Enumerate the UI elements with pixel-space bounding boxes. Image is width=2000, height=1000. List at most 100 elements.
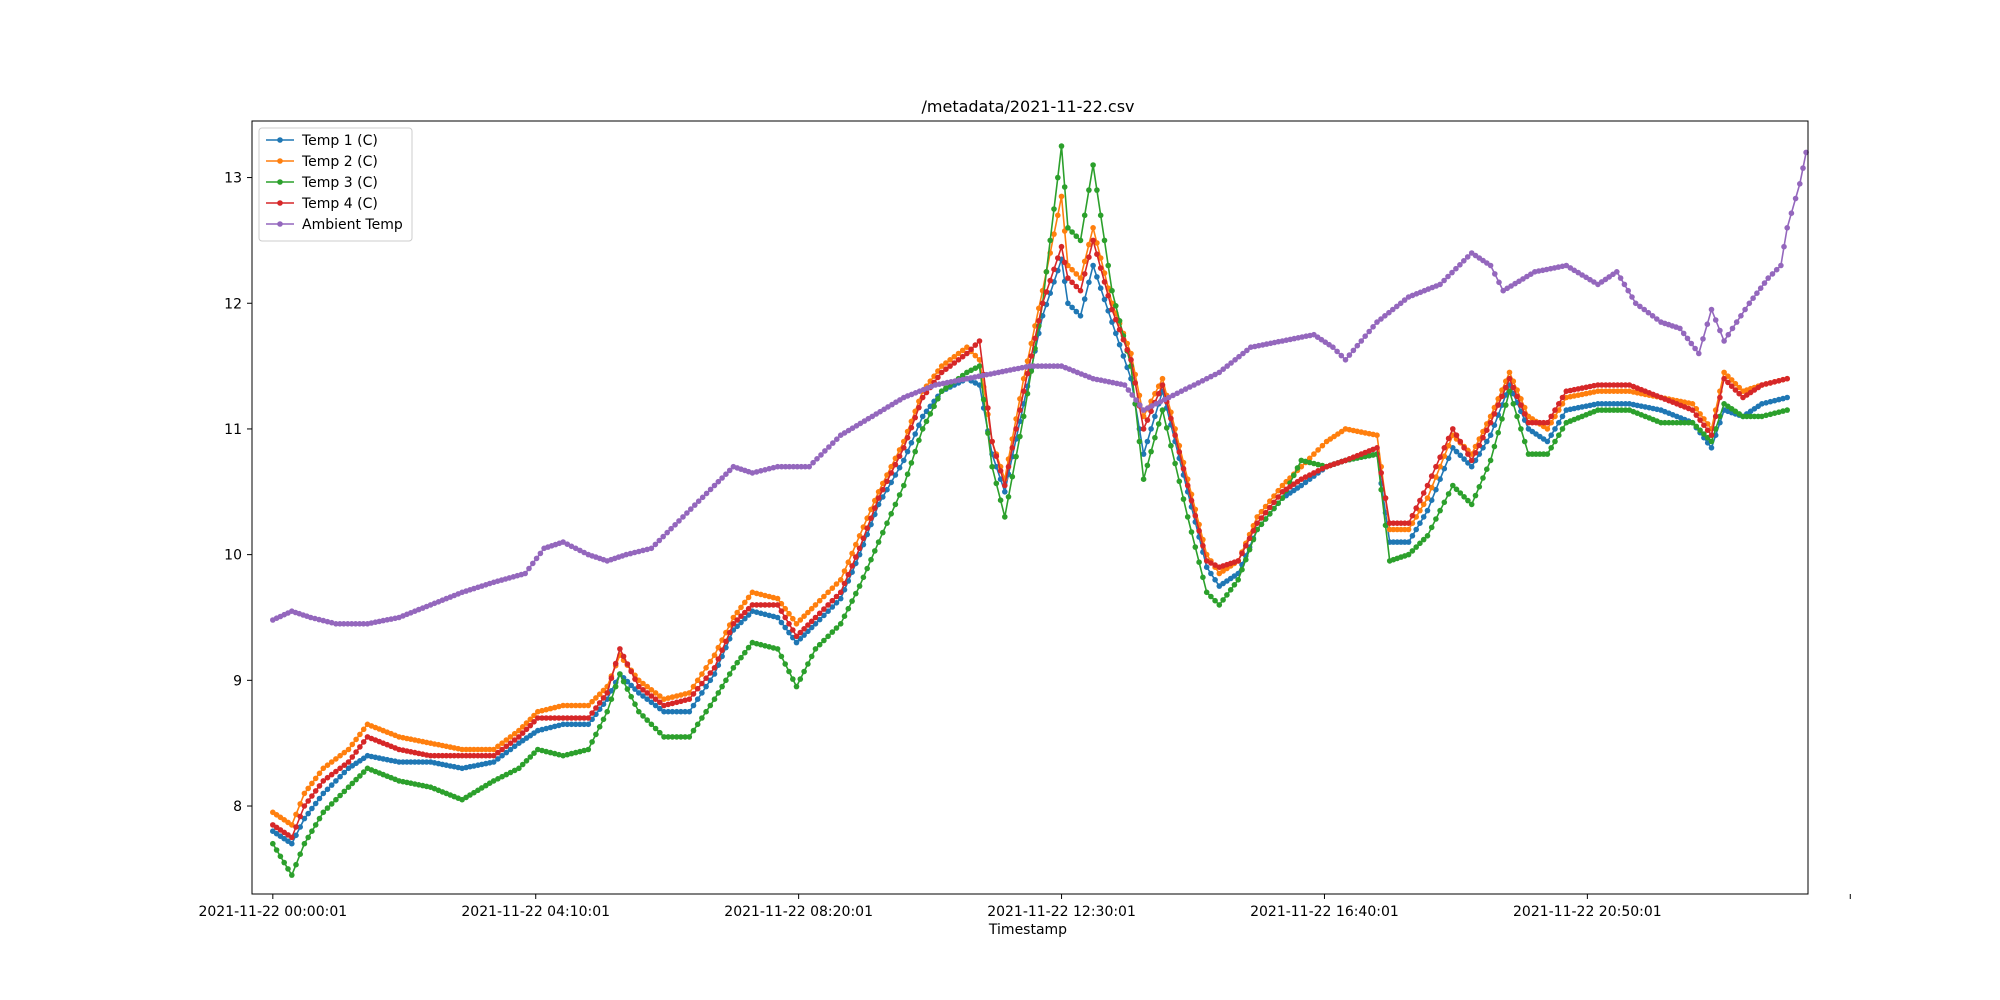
data-point <box>808 605 815 612</box>
data-point <box>1685 419 1692 426</box>
data-point <box>305 798 312 804</box>
data-point <box>875 495 882 501</box>
legend-marker <box>277 200 283 206</box>
data-point <box>875 539 882 545</box>
data-point <box>404 759 410 765</box>
data-point <box>872 548 878 554</box>
data-point <box>896 464 903 471</box>
data-point <box>1051 206 1057 212</box>
data-point <box>341 621 347 627</box>
data-point <box>912 448 918 455</box>
data-point <box>1610 407 1617 413</box>
data-point <box>778 619 785 626</box>
data-point <box>1514 413 1520 420</box>
data-point <box>1124 347 1130 353</box>
data-point <box>742 649 748 656</box>
data-point <box>516 765 522 772</box>
data-point <box>938 369 945 376</box>
data-point <box>790 676 796 682</box>
data-point <box>672 522 678 528</box>
data-point <box>993 453 1000 460</box>
data-point <box>801 613 807 619</box>
data-point <box>916 437 922 444</box>
data-point <box>825 633 831 640</box>
data-point <box>547 705 554 712</box>
data-point <box>1464 254 1471 260</box>
data-point <box>798 463 805 470</box>
data-point <box>628 668 634 675</box>
data-point <box>1020 388 1027 395</box>
data-point <box>1472 492 1479 499</box>
data-point <box>1153 401 1159 407</box>
data-point <box>1086 187 1092 193</box>
data-point <box>1262 509 1269 516</box>
data-point <box>1013 426 1019 432</box>
data-point <box>1262 516 1269 522</box>
data-point <box>1680 330 1687 337</box>
data-point <box>1614 269 1620 275</box>
data-point <box>1420 501 1427 508</box>
data-point <box>1492 271 1498 277</box>
data-point <box>1097 285 1104 292</box>
data-point <box>919 426 926 432</box>
data-point <box>1800 165 1806 171</box>
data-point <box>707 486 714 493</box>
y-tick-label: 9 <box>233 673 242 689</box>
data-point <box>305 834 312 841</box>
data-point <box>1548 413 1554 420</box>
data-point <box>1065 275 1071 281</box>
data-point <box>669 734 676 740</box>
data-point <box>297 851 304 857</box>
data-point <box>1761 280 1768 286</box>
data-point <box>628 682 634 689</box>
data-point <box>443 752 450 759</box>
data-point <box>901 457 907 464</box>
data-point <box>1552 426 1558 432</box>
data-point <box>341 749 348 756</box>
data-point <box>1499 416 1505 422</box>
y-tick-label: 8 <box>233 799 242 815</box>
data-point <box>600 716 607 723</box>
data-point <box>730 621 737 627</box>
data-point <box>1216 602 1223 608</box>
data-point <box>1428 497 1435 504</box>
data-point <box>632 676 638 682</box>
data-point <box>1203 564 1210 570</box>
data-point <box>1465 497 1471 504</box>
data-point <box>919 413 926 420</box>
data-point <box>1409 512 1416 519</box>
x-tick-label: 2021-11-22 12:30:01 <box>987 904 1136 920</box>
data-point <box>951 360 958 366</box>
data-point <box>786 668 792 675</box>
data-point <box>543 706 549 713</box>
data-point <box>539 707 545 714</box>
data-point <box>1461 445 1467 451</box>
data-point <box>690 691 697 697</box>
plot-frame <box>251 120 1809 895</box>
data-point <box>400 759 406 765</box>
data-point <box>1330 344 1336 351</box>
data-point <box>1625 287 1631 294</box>
data-point <box>1035 363 1041 369</box>
data-point <box>774 595 781 602</box>
data-point <box>758 468 764 474</box>
data-point <box>1128 357 1134 363</box>
data-point <box>301 815 308 822</box>
data-point <box>328 782 335 788</box>
data-point <box>328 771 335 778</box>
data-point <box>301 840 308 847</box>
data-point <box>1700 336 1706 342</box>
data-point <box>1240 350 1246 357</box>
data-point <box>577 547 583 554</box>
data-point <box>1039 300 1046 307</box>
data-point <box>1005 494 1012 500</box>
data-point <box>345 759 352 765</box>
data-point <box>1267 504 1273 511</box>
data-point <box>1203 589 1210 596</box>
data-point <box>699 671 705 677</box>
data-point <box>1776 396 1782 403</box>
data-point <box>1780 376 1786 383</box>
data-point <box>312 775 319 782</box>
data-point <box>1729 325 1736 332</box>
data-point <box>535 708 541 715</box>
